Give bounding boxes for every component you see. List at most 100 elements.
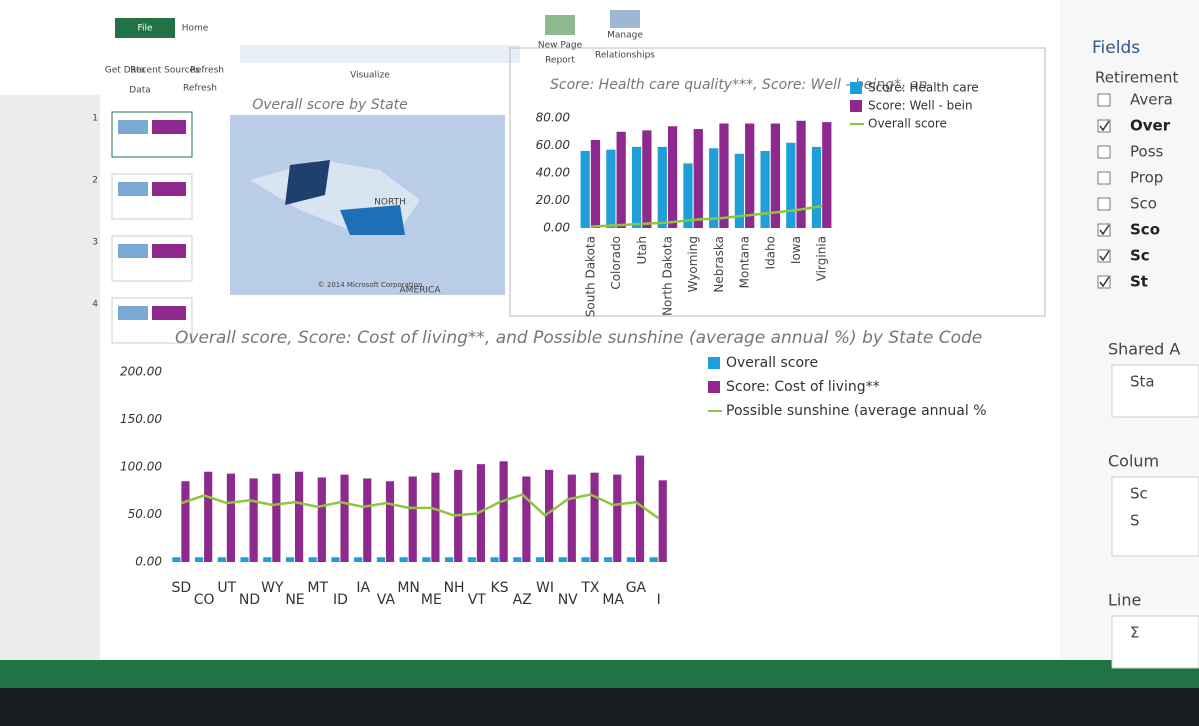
bar xyxy=(631,146,642,228)
y-tick-label: 40.00 xyxy=(536,166,571,180)
bar xyxy=(522,476,531,562)
visualize-icons[interactable] xyxy=(240,10,640,63)
x-tick-label: ID xyxy=(333,592,348,608)
thumb-art xyxy=(118,306,148,320)
check xyxy=(1099,250,1110,262)
field-name[interactable]: Poss xyxy=(1130,143,1164,161)
gallery[interactable] xyxy=(240,45,520,63)
ribbon-button[interactable]: Recent Sources xyxy=(130,66,200,76)
well-item[interactable]: Sc xyxy=(1130,485,1148,503)
checkbox[interactable] xyxy=(1097,171,1111,185)
bar xyxy=(249,478,258,562)
ribbon-sublabel: Report xyxy=(545,56,575,66)
thumb-art xyxy=(118,244,148,258)
x-tick-label: ME xyxy=(421,592,442,608)
bar xyxy=(770,123,781,228)
field-name[interactable]: Sco xyxy=(1130,195,1157,213)
slide-number: 4 xyxy=(92,300,98,310)
bar xyxy=(385,481,395,562)
bar xyxy=(226,473,235,562)
bar xyxy=(822,122,832,228)
bar xyxy=(399,557,408,562)
thumb-art xyxy=(152,244,186,258)
bar xyxy=(499,461,508,562)
bar xyxy=(272,473,281,562)
status-bar xyxy=(0,660,1199,688)
bar xyxy=(363,478,372,562)
y-tick-label: 20.00 xyxy=(536,193,571,207)
field-name[interactable]: Over xyxy=(1130,117,1171,135)
thumb-art xyxy=(118,120,148,134)
x-tick-label: MT xyxy=(307,580,328,596)
y-tick-label: 0.00 xyxy=(135,555,162,569)
slide-number: 2 xyxy=(92,176,98,186)
x-tick-label: Colorado xyxy=(609,236,623,290)
checkbox[interactable] xyxy=(1097,93,1111,107)
y-tick-label: 80.00 xyxy=(536,111,571,125)
bar xyxy=(263,557,272,562)
field-name[interactable]: Sc xyxy=(1130,247,1150,265)
bar xyxy=(590,140,601,228)
slide-thumbnail[interactable] xyxy=(111,173,193,220)
icon[interactable] xyxy=(545,15,575,35)
x-tick-label: North Dakota xyxy=(660,236,674,316)
bar xyxy=(635,455,645,562)
x-tick-label: UT xyxy=(217,580,236,596)
ribbon-button[interactable]: Manage xyxy=(607,31,643,41)
bar xyxy=(172,557,181,562)
checkbox[interactable] xyxy=(1097,197,1111,211)
section-title: Colum xyxy=(1108,452,1159,471)
field-name[interactable]: Sco xyxy=(1130,221,1160,239)
bar xyxy=(642,130,652,228)
slide-thumbnail[interactable] xyxy=(111,235,193,282)
thumb-art xyxy=(152,120,186,134)
line-series xyxy=(180,493,660,520)
bar xyxy=(217,557,226,562)
group-label: Data xyxy=(129,86,151,96)
field-name[interactable]: Avera xyxy=(1130,91,1173,109)
slide-thumbnail[interactable] xyxy=(111,111,193,158)
x-tick-label: MA xyxy=(602,592,624,608)
chart-frame[interactable] xyxy=(509,47,1046,317)
thumb-art xyxy=(152,182,186,196)
bar xyxy=(649,557,658,562)
slide-number: 3 xyxy=(92,238,98,248)
well-item[interactable]: Sta xyxy=(1130,373,1155,391)
ribbon-button[interactable]: New Page xyxy=(538,41,583,51)
x-tick-label: South Dakota xyxy=(583,236,597,317)
map-title: Overall score by State xyxy=(252,97,408,113)
bar xyxy=(535,557,545,562)
bar xyxy=(811,146,822,228)
ribbon-button[interactable]: Refresh xyxy=(190,66,224,76)
section-title: Shared A xyxy=(1108,340,1180,359)
bar xyxy=(181,481,190,562)
x-tick-label: Nebraska xyxy=(712,236,726,293)
pane-title: Fields xyxy=(1092,38,1140,58)
check xyxy=(1099,120,1110,132)
map-shading xyxy=(285,160,330,205)
file-tab[interactable] xyxy=(115,18,175,38)
slide-thumbnail[interactable] xyxy=(111,297,193,344)
bar xyxy=(467,557,476,562)
bar xyxy=(667,126,678,228)
ribbon-sublabel: Relationships xyxy=(595,51,655,61)
bar xyxy=(295,471,304,562)
checkbox[interactable] xyxy=(1097,145,1111,159)
well-item[interactable]: Σ xyxy=(1130,624,1139,642)
x-tick-label: KS xyxy=(491,580,509,596)
bar xyxy=(581,557,590,562)
well-item[interactable]: S xyxy=(1130,512,1140,530)
ribbon-button[interactable]: Get Data xyxy=(105,66,145,76)
group-label: Refresh xyxy=(183,84,217,94)
x-tick-label: Iowa xyxy=(789,236,803,264)
field-name[interactable]: St xyxy=(1130,273,1148,291)
bar xyxy=(719,123,729,228)
bar xyxy=(796,120,806,228)
tab-label[interactable]: Home xyxy=(182,24,209,34)
bar xyxy=(545,469,554,562)
icon[interactable] xyxy=(610,10,640,28)
tab-label[interactable]: File xyxy=(137,24,153,34)
field-name[interactable]: Prop xyxy=(1130,169,1163,187)
chart-title: Overall score, Score: Cost of living**, … xyxy=(175,328,982,348)
